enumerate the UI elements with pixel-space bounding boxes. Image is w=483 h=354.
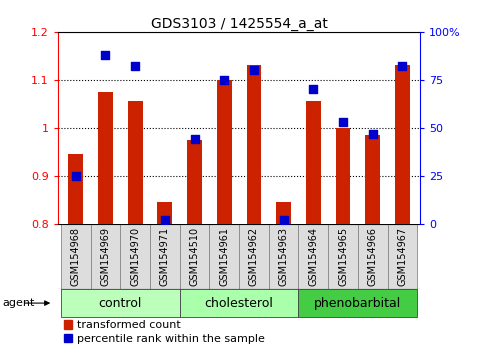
Point: [398, 64, 406, 69]
Text: GSM154969: GSM154969: [100, 227, 111, 286]
Text: GSM154510: GSM154510: [189, 227, 199, 286]
Text: control: control: [99, 297, 142, 310]
Text: GSM154967: GSM154967: [398, 227, 407, 286]
Bar: [276, 202, 291, 224]
Point: [131, 64, 139, 69]
Text: GSM154965: GSM154965: [338, 227, 348, 286]
Title: GDS3103 / 1425554_a_at: GDS3103 / 1425554_a_at: [151, 17, 327, 31]
Text: GSM154971: GSM154971: [160, 227, 170, 286]
Bar: [120, 224, 150, 289]
Bar: [61, 289, 180, 317]
Point: [280, 217, 287, 223]
Bar: [128, 101, 142, 224]
Bar: [217, 80, 232, 224]
Point: [250, 67, 258, 73]
Bar: [298, 289, 417, 317]
Bar: [157, 202, 172, 224]
Point: [339, 119, 347, 125]
Bar: [98, 92, 113, 224]
Point: [161, 217, 169, 223]
Text: GSM154968: GSM154968: [71, 227, 81, 286]
Point: [101, 52, 109, 58]
Legend: transformed count, percentile rank within the sample: transformed count, percentile rank withi…: [64, 320, 265, 344]
Text: GSM154962: GSM154962: [249, 227, 259, 286]
Bar: [239, 224, 269, 289]
Point: [72, 173, 80, 178]
Bar: [69, 154, 83, 224]
Text: GSM154966: GSM154966: [368, 227, 378, 286]
Bar: [306, 101, 321, 224]
Bar: [269, 224, 298, 289]
Bar: [61, 224, 91, 289]
Point: [191, 136, 199, 142]
Bar: [395, 65, 410, 224]
Bar: [150, 224, 180, 289]
Bar: [336, 128, 351, 224]
Bar: [365, 135, 380, 224]
Text: GSM154961: GSM154961: [219, 227, 229, 286]
Bar: [187, 140, 202, 224]
Bar: [387, 224, 417, 289]
Text: GSM154963: GSM154963: [279, 227, 289, 286]
Bar: [180, 289, 298, 317]
Bar: [210, 224, 239, 289]
Bar: [328, 224, 358, 289]
Bar: [246, 65, 261, 224]
Bar: [298, 224, 328, 289]
Text: agent: agent: [2, 298, 35, 308]
Point: [369, 131, 377, 136]
Point: [310, 87, 317, 92]
Text: GSM154964: GSM154964: [308, 227, 318, 286]
Text: cholesterol: cholesterol: [205, 297, 273, 310]
Text: GSM154970: GSM154970: [130, 227, 140, 286]
Bar: [91, 224, 120, 289]
Text: phenobarbital: phenobarbital: [314, 297, 401, 310]
Bar: [180, 224, 210, 289]
Bar: [358, 224, 387, 289]
Point: [220, 77, 228, 82]
